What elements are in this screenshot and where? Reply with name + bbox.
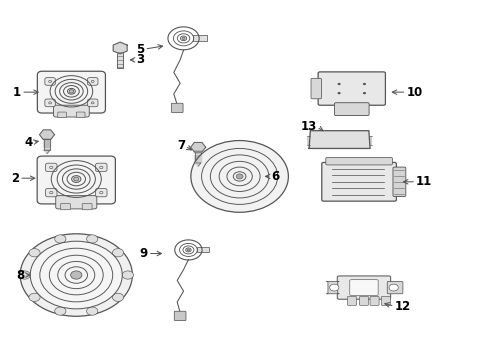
Polygon shape bbox=[195, 163, 201, 166]
FancyBboxPatch shape bbox=[61, 203, 70, 210]
Polygon shape bbox=[40, 130, 55, 139]
Bar bbox=[306, 136, 310, 145]
FancyBboxPatch shape bbox=[87, 77, 98, 85]
FancyBboxPatch shape bbox=[318, 72, 385, 105]
Circle shape bbox=[20, 234, 132, 316]
FancyBboxPatch shape bbox=[310, 78, 321, 99]
Text: 10: 10 bbox=[406, 86, 422, 99]
FancyBboxPatch shape bbox=[45, 99, 55, 107]
Bar bbox=[196, 247, 208, 252]
FancyBboxPatch shape bbox=[53, 105, 89, 117]
FancyBboxPatch shape bbox=[369, 296, 378, 305]
FancyBboxPatch shape bbox=[392, 167, 405, 197]
Circle shape bbox=[71, 271, 81, 279]
Text: 9: 9 bbox=[140, 247, 148, 260]
Text: 1: 1 bbox=[13, 86, 21, 99]
Circle shape bbox=[362, 92, 366, 94]
FancyBboxPatch shape bbox=[326, 282, 339, 294]
Circle shape bbox=[74, 177, 79, 181]
Text: 7: 7 bbox=[177, 139, 184, 152]
FancyBboxPatch shape bbox=[58, 112, 66, 118]
Circle shape bbox=[29, 249, 40, 257]
Bar bbox=[44, 135, 50, 150]
Bar bbox=[195, 148, 201, 163]
FancyBboxPatch shape bbox=[45, 77, 55, 85]
FancyBboxPatch shape bbox=[82, 203, 92, 210]
Polygon shape bbox=[190, 143, 205, 152]
Circle shape bbox=[187, 249, 189, 251]
FancyBboxPatch shape bbox=[87, 99, 98, 107]
FancyBboxPatch shape bbox=[76, 112, 85, 118]
Circle shape bbox=[112, 293, 123, 301]
Circle shape bbox=[112, 249, 123, 257]
Circle shape bbox=[337, 92, 340, 94]
FancyBboxPatch shape bbox=[386, 282, 402, 294]
FancyBboxPatch shape bbox=[334, 103, 368, 116]
Text: 8: 8 bbox=[16, 269, 24, 282]
Circle shape bbox=[329, 284, 338, 291]
Polygon shape bbox=[44, 150, 50, 154]
FancyBboxPatch shape bbox=[337, 276, 390, 299]
FancyBboxPatch shape bbox=[174, 311, 185, 320]
FancyBboxPatch shape bbox=[37, 156, 115, 204]
Bar bbox=[193, 36, 206, 41]
FancyBboxPatch shape bbox=[381, 296, 389, 305]
Circle shape bbox=[55, 307, 66, 315]
Text: 12: 12 bbox=[394, 300, 410, 313]
FancyBboxPatch shape bbox=[347, 296, 356, 305]
Text: 2: 2 bbox=[11, 172, 19, 185]
FancyBboxPatch shape bbox=[56, 195, 97, 209]
Circle shape bbox=[69, 90, 74, 93]
Circle shape bbox=[362, 83, 366, 85]
Circle shape bbox=[29, 293, 40, 301]
Circle shape bbox=[388, 284, 398, 291]
FancyBboxPatch shape bbox=[37, 71, 105, 113]
FancyBboxPatch shape bbox=[325, 157, 391, 165]
Circle shape bbox=[86, 235, 98, 243]
Text: 4: 4 bbox=[24, 136, 32, 149]
FancyBboxPatch shape bbox=[321, 162, 396, 201]
Circle shape bbox=[86, 307, 98, 315]
FancyBboxPatch shape bbox=[349, 280, 377, 296]
FancyBboxPatch shape bbox=[95, 163, 107, 172]
Circle shape bbox=[337, 83, 340, 85]
Circle shape bbox=[190, 140, 288, 212]
Text: 3: 3 bbox=[136, 53, 144, 66]
Circle shape bbox=[19, 271, 30, 279]
Circle shape bbox=[30, 241, 122, 309]
Circle shape bbox=[55, 235, 66, 243]
Text: 6: 6 bbox=[271, 170, 279, 183]
FancyBboxPatch shape bbox=[171, 103, 183, 113]
Circle shape bbox=[236, 174, 243, 179]
FancyBboxPatch shape bbox=[45, 163, 57, 172]
Bar bbox=[117, 49, 123, 68]
Circle shape bbox=[182, 37, 185, 40]
Polygon shape bbox=[308, 131, 369, 148]
Text: 13: 13 bbox=[300, 121, 316, 134]
Polygon shape bbox=[113, 42, 127, 54]
FancyBboxPatch shape bbox=[95, 188, 107, 197]
FancyBboxPatch shape bbox=[359, 296, 368, 305]
Text: 5: 5 bbox=[136, 42, 144, 55]
FancyBboxPatch shape bbox=[45, 188, 57, 197]
Text: 11: 11 bbox=[415, 175, 431, 188]
Circle shape bbox=[122, 271, 133, 279]
Bar bbox=[368, 136, 372, 145]
